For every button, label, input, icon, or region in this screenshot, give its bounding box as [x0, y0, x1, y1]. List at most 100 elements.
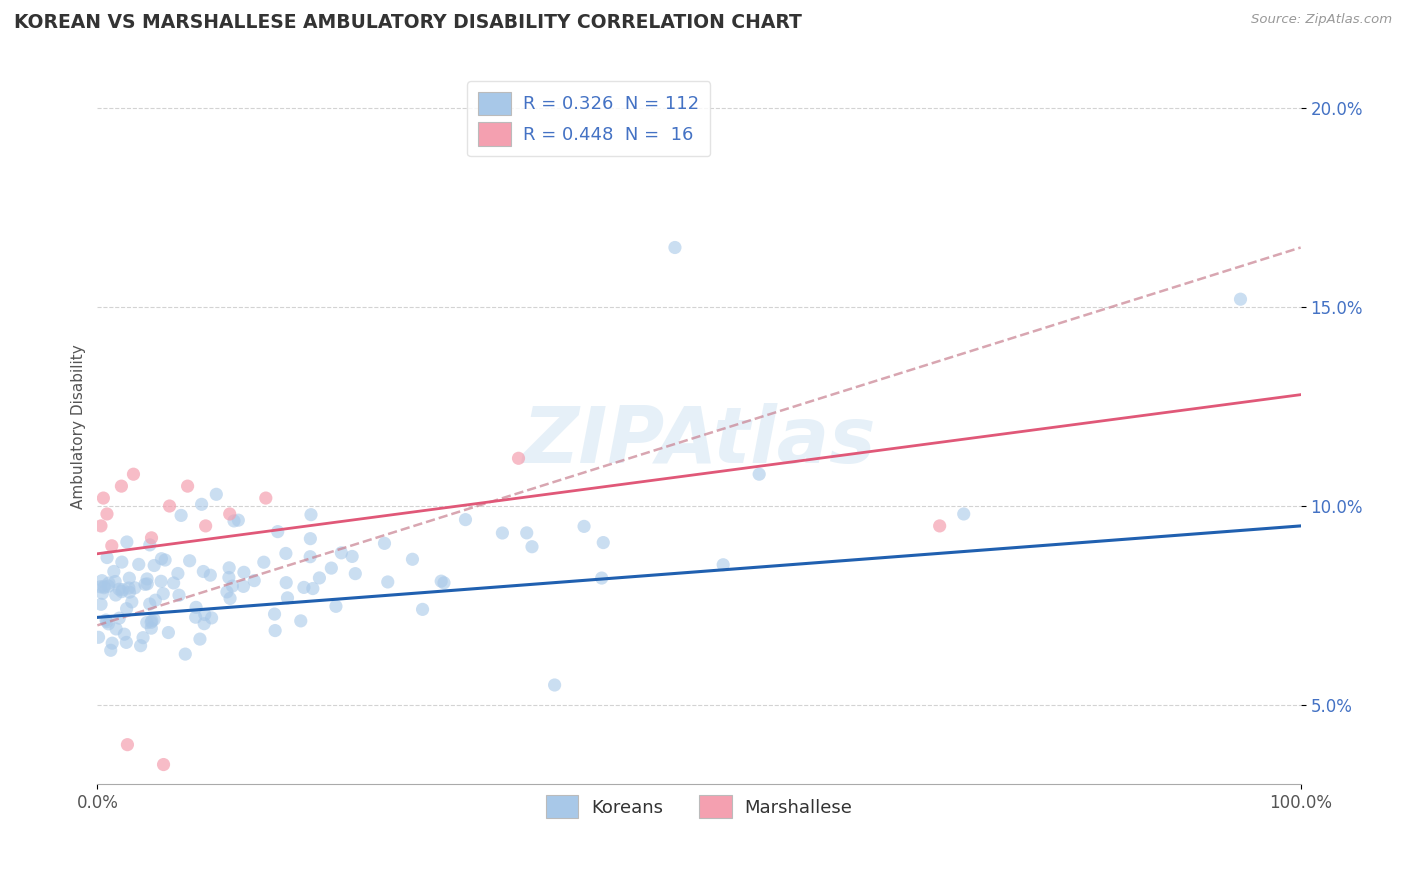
Point: [952, 507, 974, 521]
Point: [112, 627, 135, 641]
Point: [143, 613, 166, 627]
Point: [115, 635, 138, 649]
Point: [1229, 292, 1251, 306]
Point: [117, 738, 139, 752]
Point: [136, 577, 159, 591]
Point: [232, 566, 254, 580]
Point: [90, 597, 112, 611]
Point: [91, 574, 114, 588]
Point: [711, 558, 734, 572]
Point: [97, 579, 120, 593]
Point: [377, 574, 399, 589]
Point: [591, 571, 613, 585]
Point: [344, 566, 367, 581]
Point: [96, 615, 118, 629]
Point: [152, 757, 174, 772]
Point: [232, 579, 254, 593]
Point: [254, 491, 277, 505]
Text: ZIPAtlas: ZIPAtlas: [522, 403, 876, 479]
Point: [205, 487, 228, 501]
Point: [141, 621, 163, 635]
Point: [132, 631, 155, 645]
Point: [200, 568, 222, 582]
Point: [104, 574, 127, 589]
Point: [243, 574, 266, 588]
Point: [96, 507, 118, 521]
Point: [193, 616, 215, 631]
Point: [162, 576, 184, 591]
Point: [93, 579, 115, 593]
Point: [664, 240, 686, 254]
Point: [108, 582, 131, 597]
Point: [121, 595, 143, 609]
Point: [139, 615, 162, 630]
Point: [215, 585, 238, 599]
Point: [516, 525, 538, 540]
Point: [267, 524, 290, 539]
Point: [110, 479, 132, 493]
Point: [572, 519, 595, 533]
Point: [508, 451, 530, 466]
Point: [136, 572, 159, 586]
Point: [138, 597, 160, 611]
Point: [150, 551, 173, 566]
Point: [122, 467, 145, 482]
Text: Source: ZipAtlas.com: Source: ZipAtlas.com: [1251, 13, 1392, 27]
Point: [433, 575, 456, 590]
Point: [412, 602, 434, 616]
Y-axis label: Ambulatory Disability: Ambulatory Disability: [72, 344, 86, 508]
Point: [299, 549, 322, 564]
Point: [543, 678, 565, 692]
Point: [141, 614, 163, 628]
Point: [401, 552, 423, 566]
Point: [145, 593, 167, 607]
Point: [184, 610, 207, 624]
Point: [264, 624, 287, 638]
Point: [194, 519, 217, 533]
Point: [94, 613, 117, 627]
Point: [96, 550, 118, 565]
Point: [301, 582, 323, 596]
Point: [135, 615, 157, 630]
Point: [179, 554, 201, 568]
Point: [218, 507, 240, 521]
Point: [263, 607, 285, 621]
Point: [430, 574, 453, 589]
Point: [152, 587, 174, 601]
Point: [218, 561, 240, 575]
Point: [111, 582, 134, 597]
Point: [188, 632, 211, 646]
Point: [228, 513, 250, 527]
Point: [100, 643, 122, 657]
Point: [129, 639, 152, 653]
Point: [108, 611, 131, 625]
Point: [97, 576, 120, 591]
Point: [111, 555, 134, 569]
Point: [93, 491, 115, 505]
Point: [274, 546, 297, 560]
Point: [520, 540, 543, 554]
Point: [93, 581, 115, 595]
Point: [143, 558, 166, 573]
Point: [176, 479, 198, 493]
Point: [184, 600, 207, 615]
Point: [139, 538, 162, 552]
Point: [89, 580, 111, 594]
Point: [111, 584, 134, 599]
Point: [321, 561, 343, 575]
Point: [128, 558, 150, 572]
Point: [134, 577, 156, 591]
Point: [928, 519, 950, 533]
Point: [115, 535, 138, 549]
Point: [276, 591, 298, 605]
Point: [91, 586, 114, 600]
Point: [454, 513, 477, 527]
Point: [87, 630, 110, 644]
Point: [325, 599, 347, 614]
Point: [200, 611, 222, 625]
Point: [174, 647, 197, 661]
Point: [124, 581, 146, 595]
Point: [159, 499, 181, 513]
Point: [330, 546, 353, 560]
Point: [290, 614, 312, 628]
